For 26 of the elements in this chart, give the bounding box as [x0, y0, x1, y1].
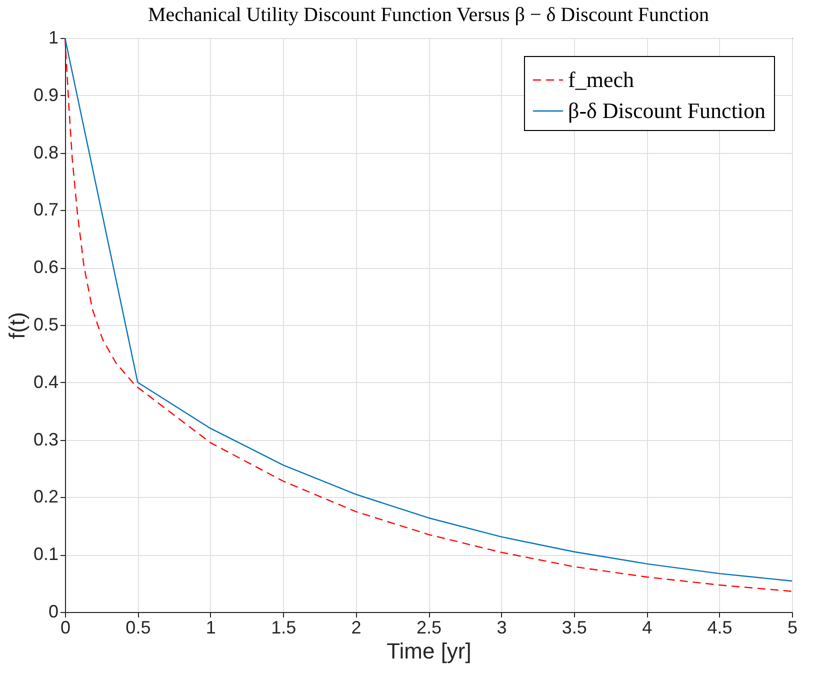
- y-axis-title: f(t): [4, 312, 30, 339]
- x-tick-label: 3: [496, 618, 507, 638]
- x-tick-label: 4: [642, 618, 652, 638]
- x-tick-label: 1.5: [271, 618, 296, 638]
- y-tick-label: 0.6: [33, 257, 58, 278]
- x-tick-label: 2.5: [416, 618, 442, 638]
- y-tick-label: 0.7: [33, 200, 58, 220]
- legend-label: β-δ Discount Function: [568, 98, 766, 123]
- x-tick-label: 3.5: [562, 618, 587, 638]
- x-tick-label: 0.5: [126, 618, 151, 638]
- y-tick-label: 0.4: [33, 372, 58, 392]
- y-tick-label: 0.1: [33, 544, 58, 564]
- y-tick-label: 0.2: [33, 486, 58, 507]
- y-tick-label: 0.3: [33, 429, 58, 450]
- y-tick-label: 0.5: [33, 314, 58, 334]
- x-tick-label: 1: [206, 618, 216, 638]
- x-tick-label: 2: [351, 618, 362, 638]
- x-axis-title: Time [yr]: [386, 638, 472, 664]
- y-tick-label: 0.9: [33, 84, 58, 105]
- x-tick-label: 4.5: [707, 618, 732, 638]
- y-tick-label: 0: [48, 602, 58, 622]
- y-tick-label: 1: [48, 28, 58, 48]
- chart-title: Mechanical Utility Discount Function Versus β − δ Discount Function: [148, 4, 710, 26]
- y-tick-label: 0.8: [33, 142, 58, 162]
- x-tick-label: 5: [787, 618, 798, 638]
- legend-label: f_mech: [568, 67, 634, 92]
